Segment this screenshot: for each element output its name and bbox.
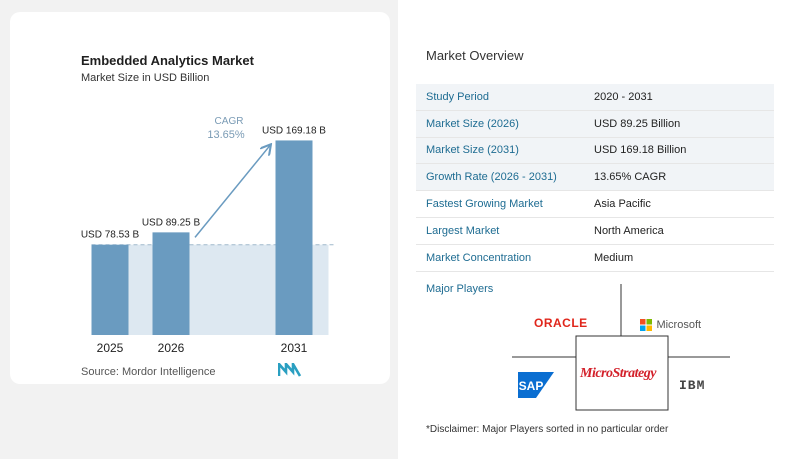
overview-title: Market Overview — [426, 48, 524, 63]
bar-2026 — [152, 232, 190, 335]
row-label: Largest Market — [426, 224, 500, 237]
bar-value-label: USD 78.53 B — [81, 230, 140, 241]
major-players-title: Major Players — [426, 283, 494, 295]
row-value: 13.65% CAGR — [594, 171, 667, 184]
microstrategy-logo: MicroStrategy — [580, 366, 656, 381]
overview-row: Market Size (2031) USD 169.18 Billion — [416, 137, 774, 165]
row-value: North America — [594, 224, 664, 237]
bars-group: USD 78.53 B 2025 USD 89.25 B 2026 USD 169.18… — [81, 125, 326, 355]
row-label: Fastest Growing Market — [426, 198, 543, 211]
cagr-label: CAGR — [215, 116, 244, 127]
row-label: Study Period — [426, 90, 489, 103]
overview-panel — [398, 0, 800, 459]
overview-row: Growth Rate (2026 - 2031) 13.65% CAGR — [416, 164, 774, 192]
row-label: Market Size (2031) — [426, 144, 519, 157]
disclaimer-text: *Disclaimer: Major Players sorted in no … — [426, 424, 669, 435]
chart-title: Embedded Analytics Market — [81, 53, 254, 68]
microsoft-logo: Microsoft — [640, 316, 701, 334]
row-label: Market Size (2026) — [426, 117, 519, 130]
row-label: Market Concentration — [426, 251, 532, 264]
overview-row: Market Size (2026) USD 89.25 Billion — [416, 110, 774, 138]
bar-chart: USD 78.53 B 2025 USD 89.25 B 2026 USD 169.18… — [81, 116, 335, 355]
sap-label: SAP — [519, 379, 544, 393]
microsoft-icon — [640, 318, 652, 331]
ibm-logo: IBM — [679, 378, 706, 393]
overview-row: Fastest Growing Market Asia Pacific — [416, 191, 774, 218]
overview-row: Market Concentration Medium — [416, 245, 774, 272]
microsoft-label: Microsoft — [656, 318, 702, 331]
grid-center-box — [575, 335, 669, 411]
mordor-logo-icon — [278, 363, 302, 377]
overview-row: Largest Market North America — [416, 218, 774, 245]
row-label: Growth Rate (2026 - 2031) — [426, 171, 557, 184]
row-value: Medium — [594, 251, 634, 264]
cagr-value: 13.65% — [207, 129, 245, 141]
overview-table: Study Period 2020 - 2031 Market Size (20… — [416, 84, 774, 272]
row-value: 2020 - 2031 — [594, 90, 653, 103]
chart-subtitle: Market Size in USD Billion — [81, 72, 210, 84]
sap-logo: SAP — [518, 372, 554, 398]
row-value: USD 169.18 Billion — [594, 144, 687, 157]
oracle-logo: ORACLE — [534, 316, 588, 330]
bar-2025 — [91, 244, 129, 335]
x-tick-label: 2025 — [97, 341, 124, 355]
row-value: USD 89.25 Billion — [594, 117, 681, 130]
bar-2031 — [275, 140, 313, 335]
x-tick-label: 2026 — [158, 341, 185, 355]
overview-row: Study Period 2020 - 2031 — [416, 84, 774, 111]
players-grid — [512, 284, 730, 411]
bar-value-label: USD 89.25 B — [142, 217, 201, 228]
source-text: Source: Mordor Intelligence — [81, 366, 216, 378]
row-value: Asia Pacific — [594, 198, 651, 211]
bar-value-label: USD 169.18 B — [262, 125, 326, 136]
x-tick-label: 2031 — [281, 341, 308, 355]
cagr-arrow — [194, 145, 270, 238]
